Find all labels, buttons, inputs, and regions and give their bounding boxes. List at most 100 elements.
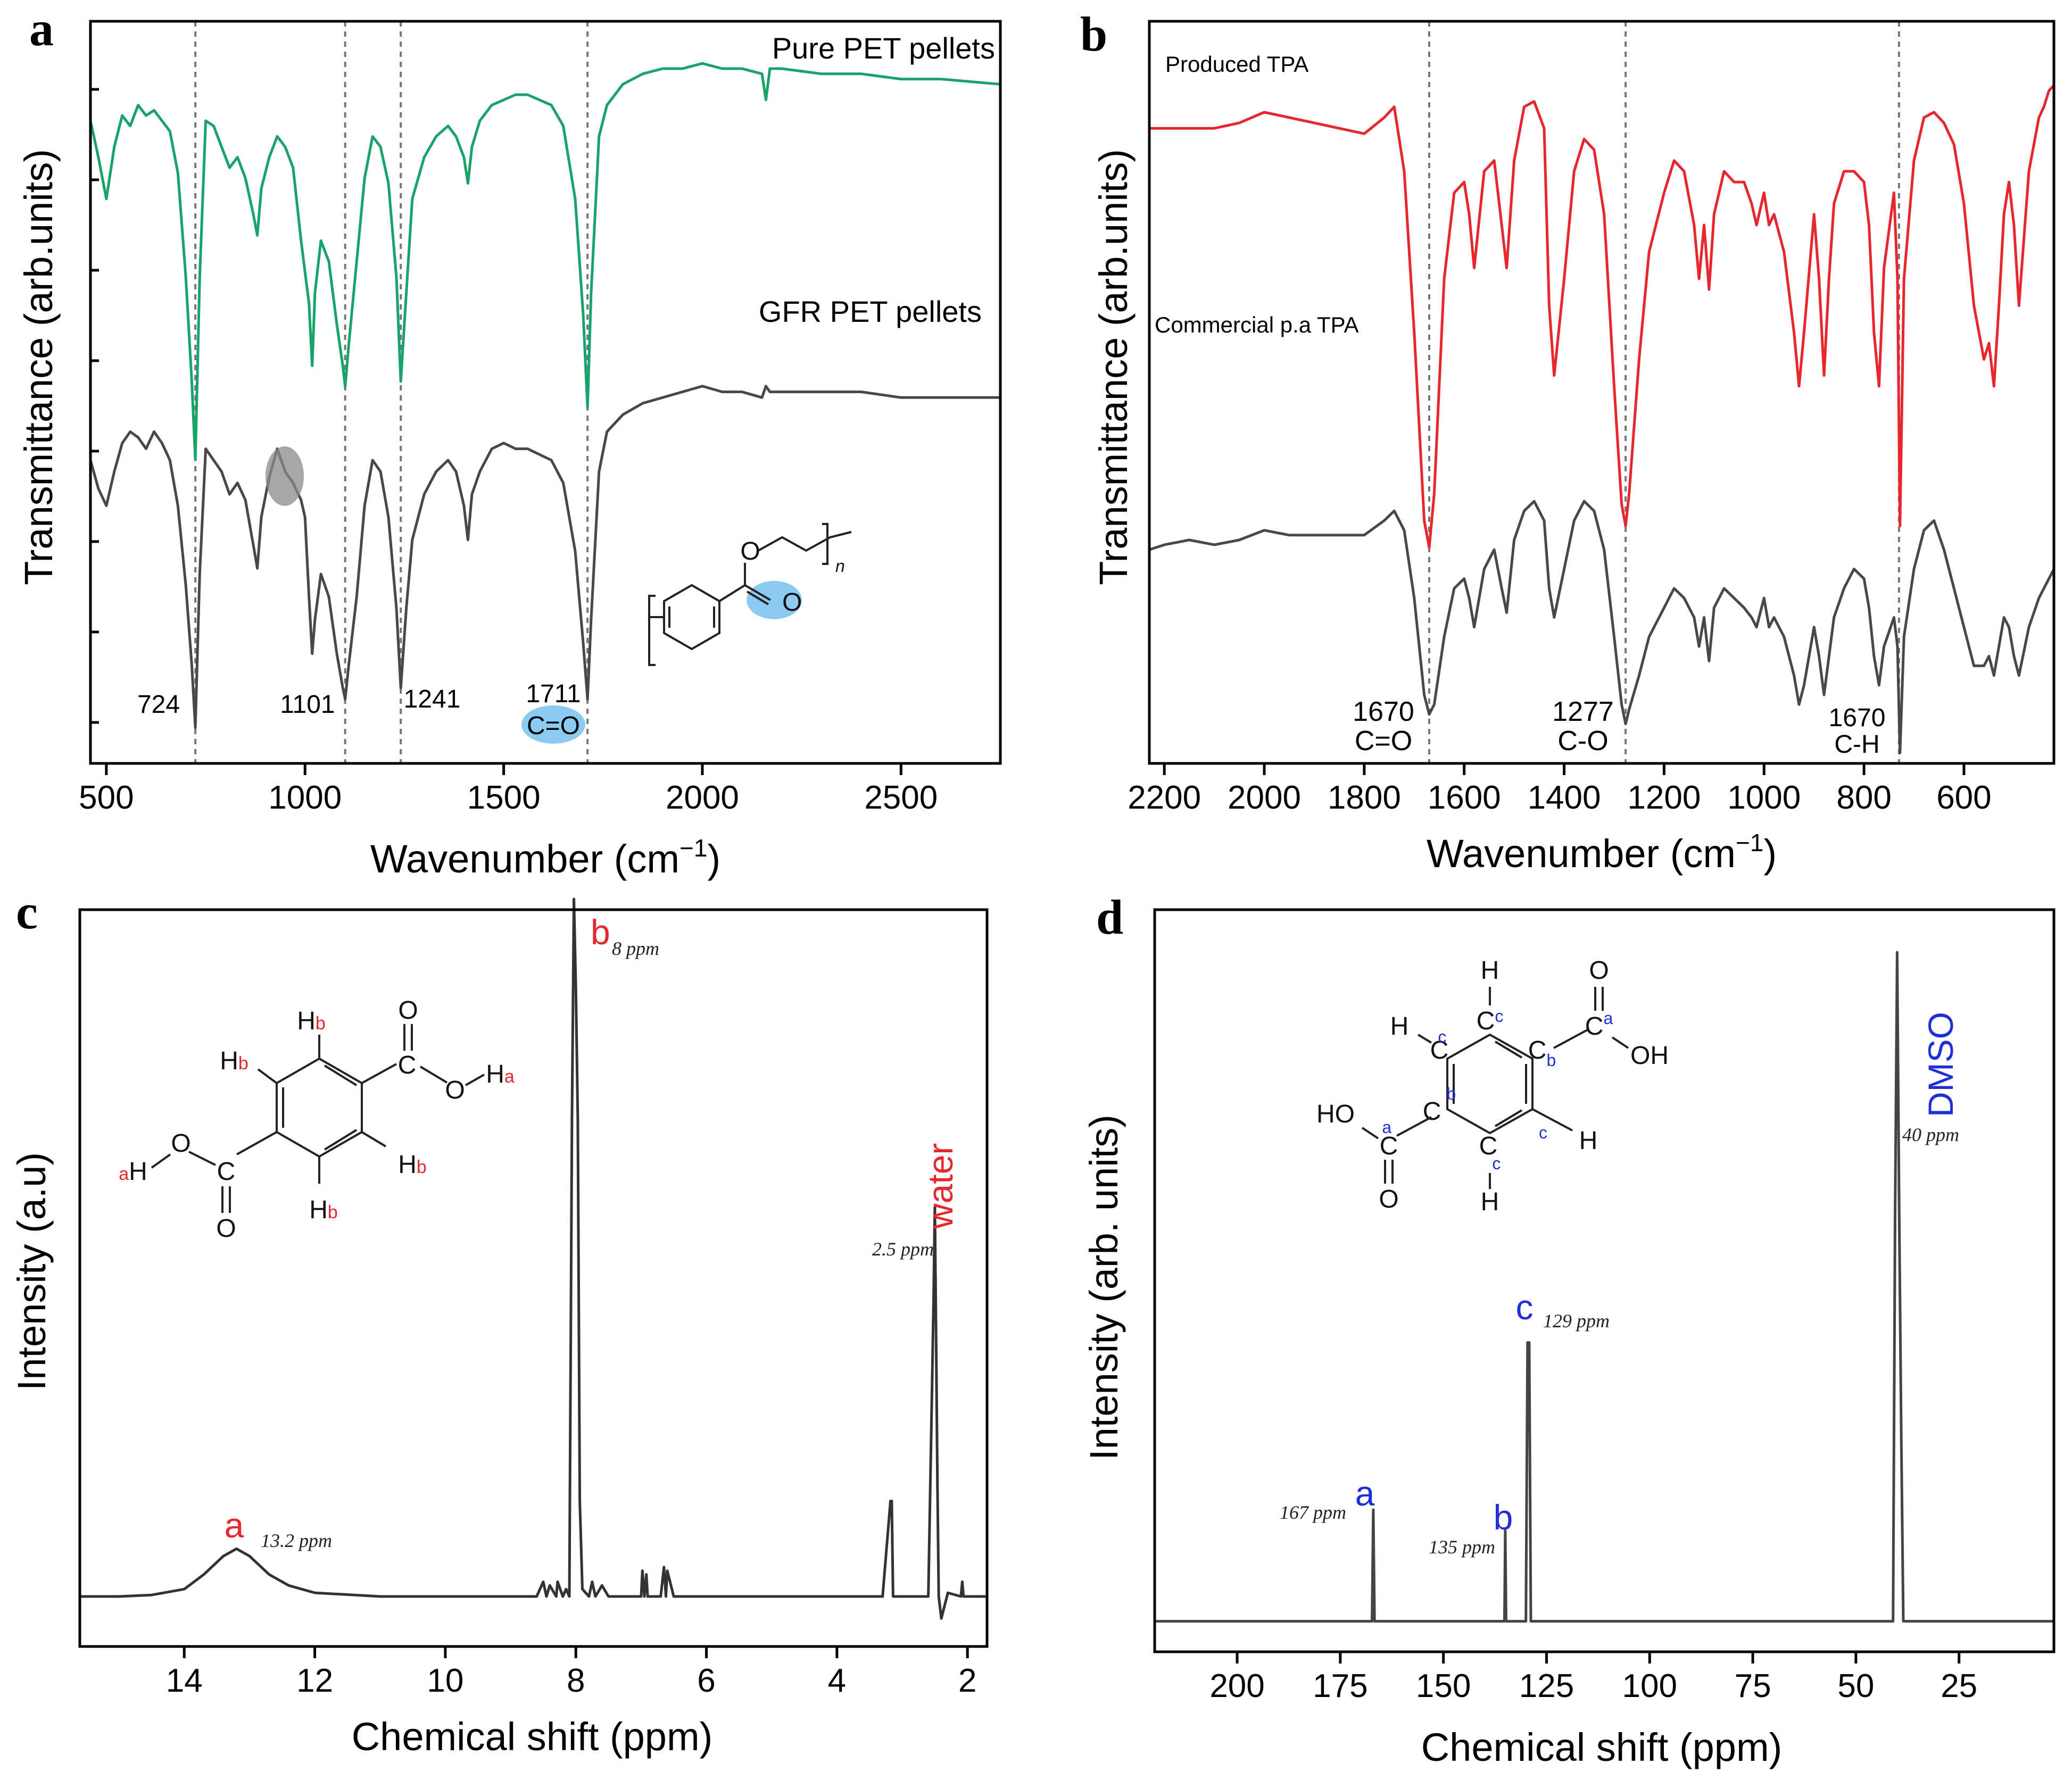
panel-a-yticks [90,88,99,724]
bond [718,584,746,602]
h-top: H [1481,956,1499,985]
panel-d-xlabel: Chemical shift (ppm) [1421,1725,1783,1769]
panel-d-series [1155,951,2054,1623]
bond [419,1066,448,1084]
panel-b-guides [1428,21,1900,763]
peak-1101-label: 1101 [280,691,335,719]
xtick-label: 1800 [1328,779,1401,816]
xtick-label: 50 [1837,1668,1874,1704]
peak-b-ppm: 8 ppm [612,938,659,959]
panel-a-guides [194,21,589,763]
xtick-label: 100 [1622,1668,1677,1704]
gfr-pet-label: GFR PET pellets [759,295,982,328]
ring-c-bottomleft: Cb [1423,1084,1456,1126]
xtick-label: 1000 [1727,779,1801,816]
panel-c-label: c [16,885,38,939]
xtick-label: 8 [567,1662,585,1699]
bond [1494,1109,1523,1127]
co-highlight [521,705,585,744]
panel-d: d Intensity (arb. units) 200 175 150 125 100… [1082,890,2056,1769]
hb-top: Hb [297,1007,326,1035]
xtick-label: 25 [1941,1668,1977,1704]
bond [1396,1116,1432,1137]
xtick-label: 1600 [1428,779,1501,816]
bond [1494,1041,1523,1059]
pet-benzene-ring [663,584,720,651]
bond [361,1131,387,1147]
oh-right: OH [1630,1042,1669,1070]
panel-c-frame [78,908,989,1648]
panel-a-series [89,62,1001,729]
panel-a-label: a [29,2,54,56]
bond [758,531,852,552]
panel-a: a Transmittance (arb.units) 500 1000 1500 2… [16,2,1002,881]
xtick-label: 2000 [1228,779,1301,816]
xtick-label: 10 [427,1662,463,1699]
peak-1670-label: 1670 [1353,696,1414,727]
tpa-structure-c: Hb Hb Hb Hb C O O Ha C O O aH [119,996,515,1243]
series-13c-nmr [1155,951,2054,1623]
peak-1711-label: 1711 [526,680,581,708]
carboxyl-c-right: C [398,1051,417,1079]
bond [465,1074,485,1086]
xtick-label: 2200 [1128,779,1201,816]
panel-c-series [80,897,987,1620]
ring-c-bottomright: c [1539,1123,1547,1142]
tpa-benzene-ring [276,1057,363,1158]
water-ppm: 2.5 ppm [872,1238,934,1260]
carbonyl-o: O [782,588,802,617]
bond [188,1151,216,1166]
c13-peak-a-ppm: 167 ppm [1280,1502,1346,1523]
structure-n: n [835,556,845,576]
gfr-highlight-ellipse [266,446,304,506]
panel-b-ylabel: Transmittance (arb.units) [1091,149,1136,585]
xtick-label: 1200 [1627,779,1701,816]
panel-c-ylabel: Intensity (a.u) [10,1152,54,1391]
carboxyl-c-d-left: Ca [1380,1118,1398,1160]
peak-b-letter: b [591,912,610,952]
xtick-label: 125 [1519,1668,1574,1704]
bond [324,1064,358,1086]
bond [361,1063,397,1084]
bond [1532,1108,1573,1132]
h-right: H [1579,1127,1598,1155]
ha-left: aH [119,1158,147,1186]
bond [151,1153,171,1169]
pure-pet-label: Pure PET pellets [772,31,995,65]
xtick-label: 1400 [1528,779,1601,816]
series-1h-nmr [80,897,987,1620]
xtick-label: 500 [79,779,134,816]
dmso-ppm: 40 ppm [1902,1124,1959,1145]
tpa-c13-ring [1446,1033,1534,1135]
xtick-label: 75 [1735,1668,1771,1704]
hydroxyl-o-right: O [445,1076,465,1104]
bond [1611,1036,1629,1049]
series-commercial-p-a-tpa [1149,500,2056,754]
hydroxyl-o-left: O [171,1129,190,1158]
bond [1361,1127,1379,1139]
xtick-label: 1500 [467,779,541,816]
xtick-label: 2 [958,1662,976,1699]
panel-b-frame [1148,20,2056,765]
bond [324,1129,358,1151]
panel-d-ylabel: Intensity (arb. units) [1082,1114,1126,1460]
dmso-label: DMSO [1921,1012,1960,1117]
peak-a-ppm: 13.2 ppm [261,1530,332,1551]
water-label: water [921,1143,960,1229]
h-bottom: H [1481,1188,1499,1216]
carbonyl-o-d-right: O [1589,956,1609,985]
carboxyl-c-left: C [217,1158,236,1186]
ester-o: O [740,537,760,565]
c13-peak-c-letter: c [1516,1287,1534,1327]
c13-peak-c-ppm: 129 ppm [1543,1310,1610,1332]
carbonyl-o-left: O [216,1215,236,1243]
hb-bottom: Hb [309,1196,338,1224]
carbonyl-highlight [747,581,802,619]
commercial-tpa-label: Commercial p.a TPA [1155,312,1359,337]
xtick-label: 2000 [666,779,739,816]
xtick-label: 600 [1936,779,1991,816]
panel-b: b Transmittance (arb.units) 2200 2000 1800… [1080,7,2056,876]
peak-1670-assign: C=O [1355,726,1412,756]
